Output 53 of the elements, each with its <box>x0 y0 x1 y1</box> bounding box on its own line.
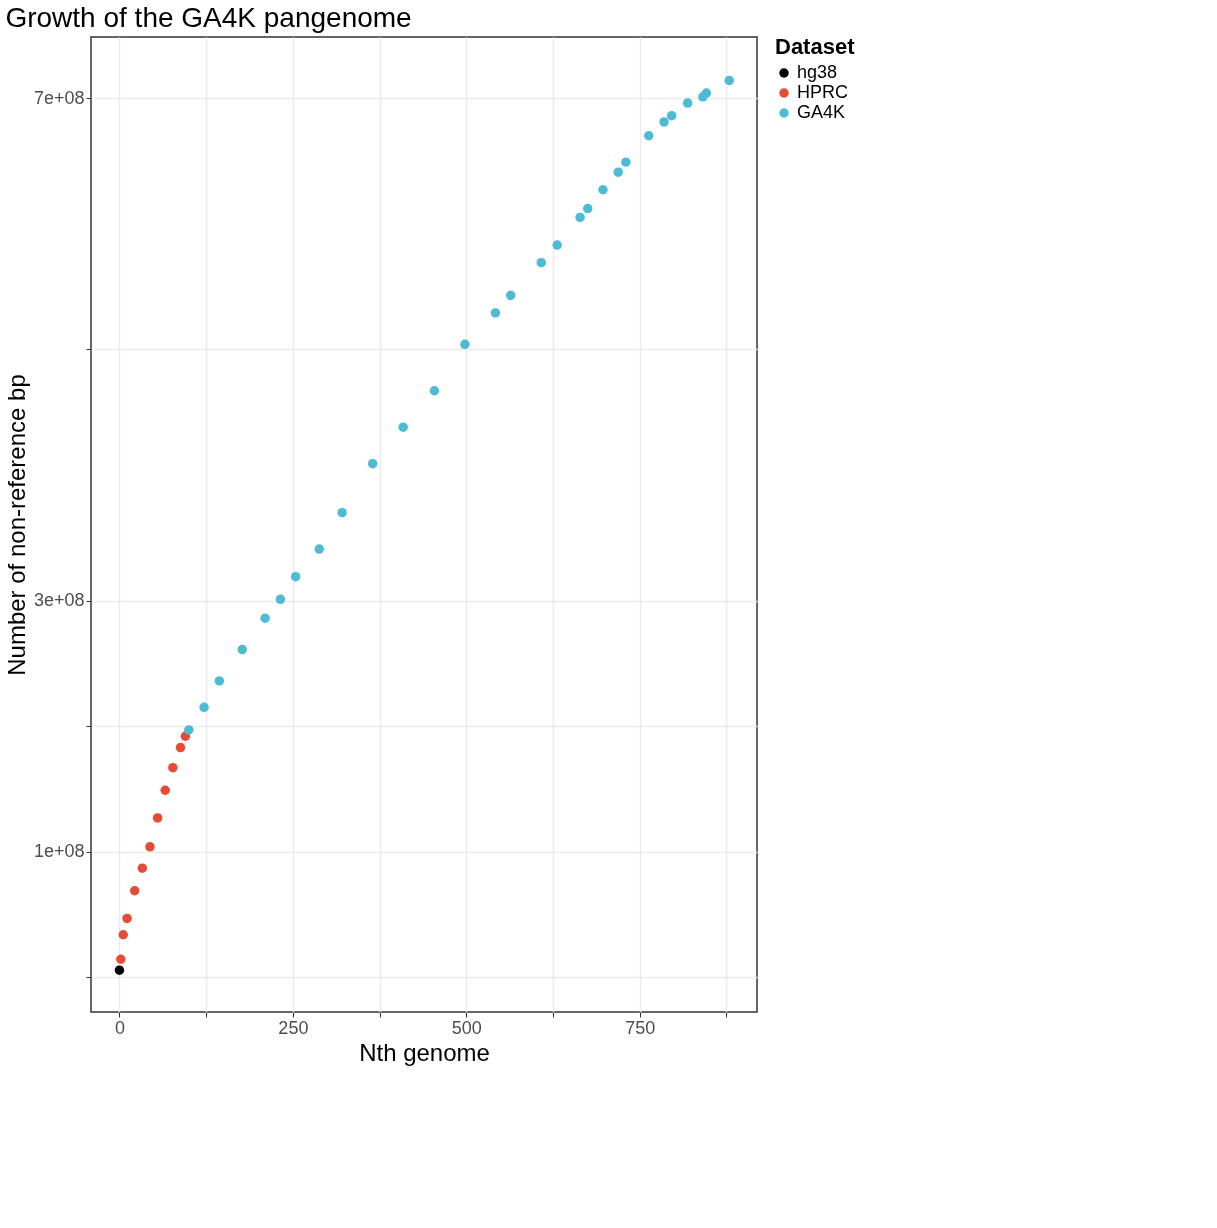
point <box>582 203 593 214</box>
point <box>552 240 562 250</box>
legend-label: hg38 <box>797 62 838 82</box>
legend-title: Dataset <box>775 34 856 59</box>
point <box>275 594 286 605</box>
legend-label: GA4K <box>797 102 846 122</box>
y-tick-label: 3e+08 <box>33 590 85 611</box>
point <box>114 965 125 975</box>
point <box>260 613 270 623</box>
x-tick-label: 500 <box>451 1017 482 1038</box>
point <box>398 422 408 432</box>
point <box>701 88 712 98</box>
point <box>621 157 631 167</box>
x-tick-label: 750 <box>625 1017 656 1038</box>
point <box>490 308 501 318</box>
point <box>314 544 324 554</box>
point <box>613 167 623 177</box>
point <box>337 507 347 518</box>
point <box>129 886 140 896</box>
y-tick-label: 1e+08 <box>33 841 85 862</box>
point <box>429 386 440 396</box>
x-tick-label: 0 <box>114 1017 125 1038</box>
point <box>175 742 186 753</box>
point <box>598 185 608 195</box>
point <box>724 75 734 86</box>
y-axis-title: Number of non-reference bp <box>2 374 30 676</box>
point <box>505 290 516 301</box>
point <box>214 676 225 686</box>
point <box>152 813 163 823</box>
point <box>184 725 194 735</box>
point <box>367 458 378 469</box>
point <box>682 98 693 108</box>
point <box>199 702 209 713</box>
point <box>137 863 148 873</box>
point <box>122 913 132 924</box>
point <box>460 339 470 350</box>
point <box>666 110 677 121</box>
point <box>118 930 128 940</box>
y-tick-label: 7e+08 <box>33 87 85 108</box>
point <box>659 117 669 127</box>
x-axis-title: Nth genome <box>359 1038 490 1066</box>
point <box>145 842 155 852</box>
point <box>290 571 301 582</box>
x-tick-label: 250 <box>278 1017 309 1038</box>
point <box>160 785 170 795</box>
legend-label: HPRC <box>797 82 849 102</box>
point <box>116 954 126 964</box>
point <box>536 257 546 268</box>
point <box>644 131 654 141</box>
point <box>237 644 247 655</box>
point <box>168 762 178 773</box>
point <box>575 212 585 223</box>
chart-title: Growth of the GA4K pangenome <box>5 2 412 33</box>
